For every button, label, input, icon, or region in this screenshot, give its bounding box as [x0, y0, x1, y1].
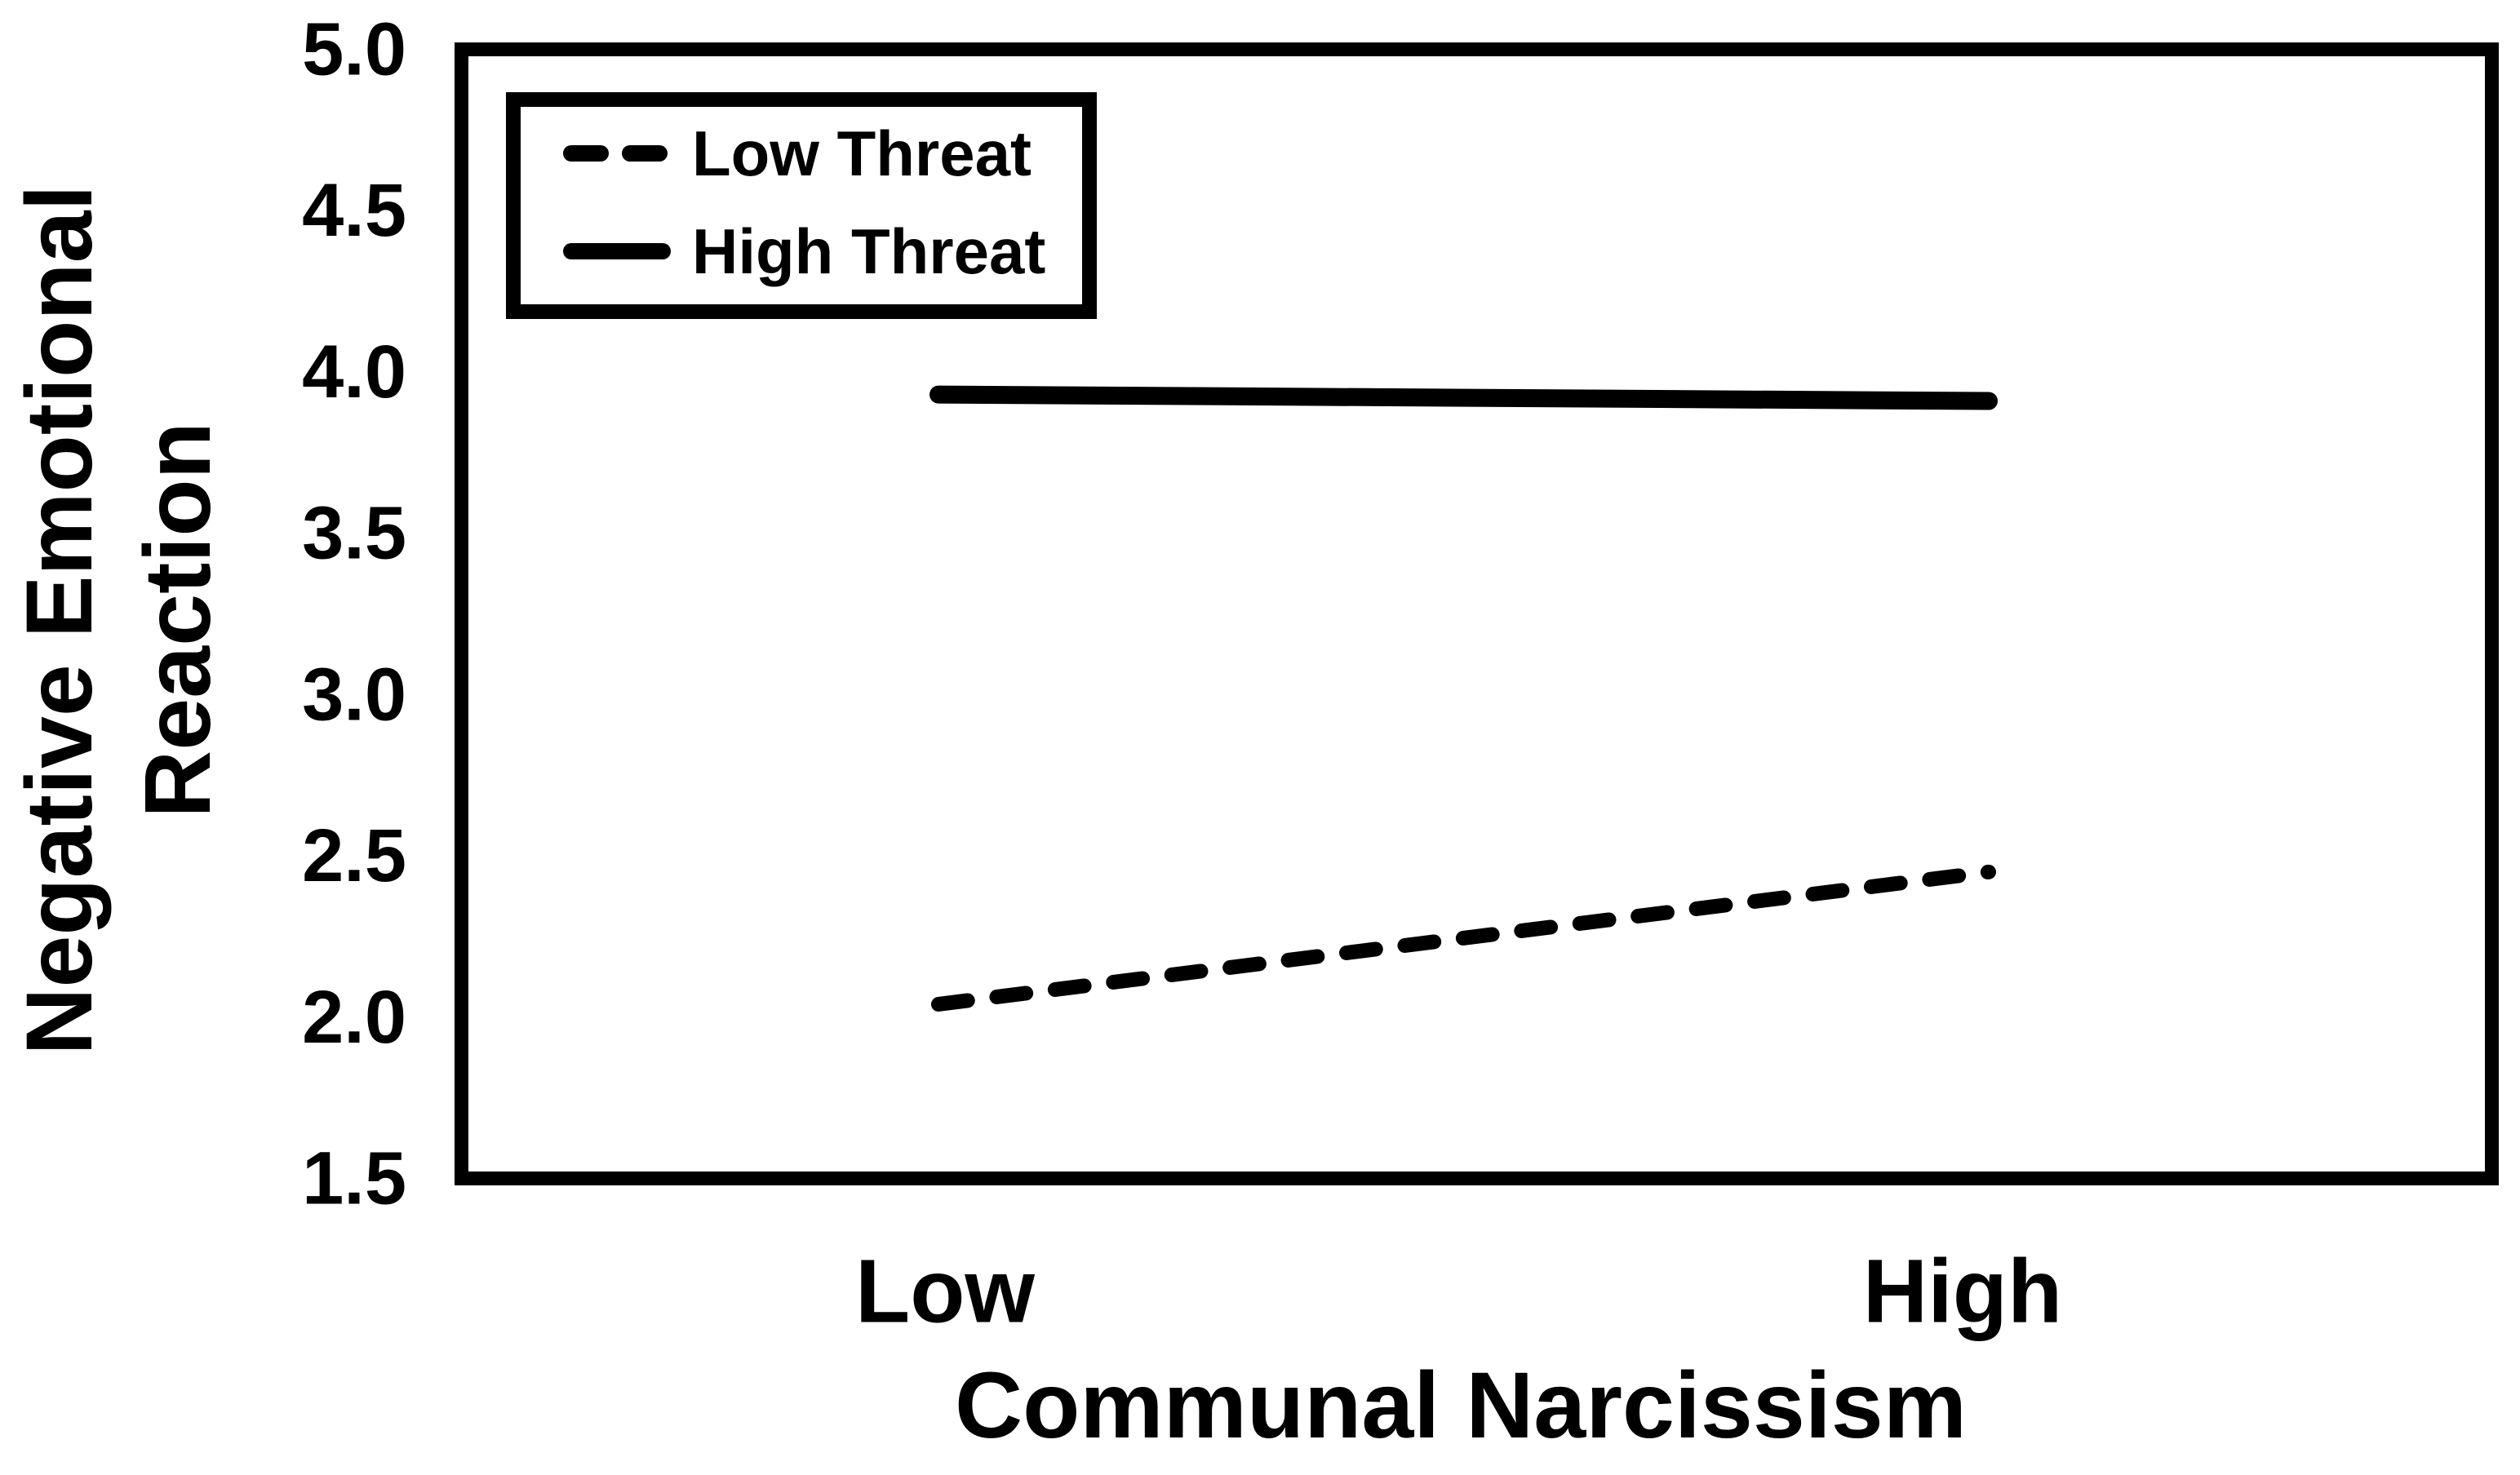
y-tick-label: 1.5 — [302, 1137, 406, 1220]
plot-frame — [455, 42, 2499, 1185]
x-axis-title: Communal Narcissism — [955, 1353, 1967, 1458]
legend-item-label: High Threat — [692, 215, 1045, 287]
x-tick-label: High — [1863, 1242, 2062, 1342]
series-line-high-threat — [929, 385, 1998, 410]
legend-items: Low Threat High Threat — [563, 117, 1045, 287]
y-axis-title: Negative Emotional Reaction — [7, 184, 230, 1055]
x-tick-label: Low — [855, 1242, 1035, 1342]
y-axis-title-line2: Reaction — [126, 422, 230, 818]
legend-box — [506, 92, 1097, 319]
legend-item-label: Low Threat — [692, 117, 1032, 189]
y-tick-label: 5.0 — [302, 8, 406, 91]
y-tick-label: 2.5 — [302, 814, 406, 897]
y-tick-label: 3.0 — [302, 653, 406, 736]
y-tick-label: 2.0 — [302, 976, 406, 1059]
y-axis-title-line1: Negative Emotional — [7, 184, 112, 1055]
y-tick-label: 3.5 — [302, 492, 406, 575]
y-axis-tick-labels: 5.0 4.5 4.0 3.5 3.0 2.5 2.0 1.5 — [302, 8, 406, 1220]
series-line-low-threat — [931, 864, 1996, 1012]
y-tick-label: 4.5 — [302, 169, 406, 252]
data-series-lines — [929, 385, 1998, 1012]
y-tick-label: 4.0 — [302, 330, 406, 414]
x-axis-tick-labels: Low High — [855, 1242, 2062, 1342]
